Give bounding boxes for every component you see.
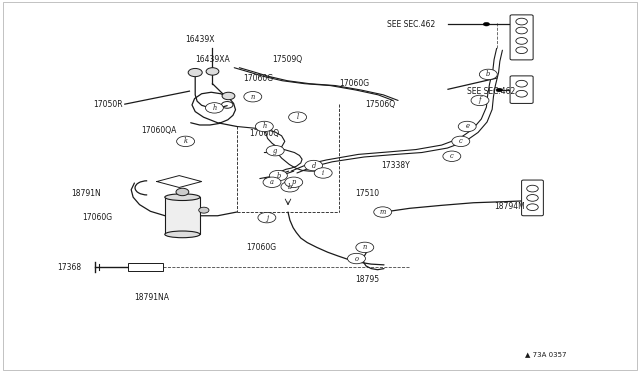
Circle shape bbox=[261, 125, 268, 128]
Text: g: g bbox=[273, 147, 277, 155]
Text: 18791NA: 18791NA bbox=[134, 293, 170, 302]
FancyBboxPatch shape bbox=[522, 180, 543, 216]
FancyBboxPatch shape bbox=[510, 15, 533, 60]
Circle shape bbox=[205, 103, 223, 113]
Circle shape bbox=[458, 121, 476, 132]
Text: a: a bbox=[270, 178, 274, 186]
Text: 18794M: 18794M bbox=[494, 202, 525, 211]
FancyBboxPatch shape bbox=[510, 76, 533, 103]
Text: c: c bbox=[459, 137, 463, 145]
Text: o: o bbox=[355, 254, 358, 263]
Circle shape bbox=[458, 140, 464, 143]
Text: 17050R: 17050R bbox=[93, 100, 122, 109]
Circle shape bbox=[477, 99, 483, 102]
Circle shape bbox=[188, 68, 202, 77]
Circle shape bbox=[285, 177, 303, 187]
Text: 17368: 17368 bbox=[58, 263, 82, 272]
Circle shape bbox=[374, 207, 392, 217]
Text: f: f bbox=[479, 96, 481, 105]
Text: n: n bbox=[363, 243, 367, 251]
Text: 17060QA: 17060QA bbox=[141, 126, 176, 135]
Circle shape bbox=[222, 92, 235, 100]
Circle shape bbox=[479, 69, 497, 80]
Ellipse shape bbox=[165, 231, 200, 238]
Circle shape bbox=[176, 188, 189, 196]
Circle shape bbox=[266, 145, 284, 156]
Text: 17509Q: 17509Q bbox=[272, 55, 302, 64]
Circle shape bbox=[287, 185, 293, 189]
Circle shape bbox=[281, 182, 299, 192]
Circle shape bbox=[381, 210, 387, 214]
Text: 17060Q: 17060Q bbox=[250, 129, 280, 138]
Text: b: b bbox=[288, 183, 292, 191]
Circle shape bbox=[289, 112, 307, 122]
Text: n: n bbox=[251, 93, 255, 101]
Text: ▲ 73A 0357: ▲ 73A 0357 bbox=[525, 351, 566, 357]
Circle shape bbox=[483, 22, 490, 26]
Text: e: e bbox=[465, 122, 469, 131]
Text: j: j bbox=[266, 214, 268, 222]
Text: 17060G: 17060G bbox=[243, 74, 273, 83]
Circle shape bbox=[348, 253, 365, 264]
Text: d: d bbox=[312, 161, 316, 170]
Circle shape bbox=[275, 174, 282, 177]
Circle shape bbox=[263, 177, 281, 187]
Text: 17338Y: 17338Y bbox=[381, 161, 410, 170]
Circle shape bbox=[310, 164, 317, 167]
Circle shape bbox=[356, 242, 374, 253]
Circle shape bbox=[314, 168, 332, 178]
Circle shape bbox=[255, 121, 273, 132]
Text: 17510: 17510 bbox=[355, 189, 380, 198]
Text: h: h bbox=[212, 104, 216, 112]
Circle shape bbox=[206, 68, 219, 75]
Text: SEE SEC.462: SEE SEC.462 bbox=[467, 87, 515, 96]
Circle shape bbox=[198, 207, 209, 213]
Circle shape bbox=[452, 136, 470, 147]
Text: 18795: 18795 bbox=[355, 275, 380, 284]
Text: k: k bbox=[184, 137, 188, 145]
Ellipse shape bbox=[165, 194, 200, 201]
Text: b: b bbox=[486, 70, 490, 78]
Text: c: c bbox=[450, 152, 454, 160]
Text: m: m bbox=[380, 208, 386, 216]
Text: h: h bbox=[262, 122, 266, 131]
Text: b: b bbox=[276, 171, 280, 180]
Text: 17060G: 17060G bbox=[82, 213, 112, 222]
Text: l: l bbox=[296, 113, 299, 121]
Text: 17506Q: 17506Q bbox=[365, 100, 395, 109]
Circle shape bbox=[471, 95, 489, 106]
Text: 17060G: 17060G bbox=[339, 79, 369, 88]
Bar bbox=[164, 197, 200, 234]
Bar bbox=[128, 263, 163, 271]
Circle shape bbox=[177, 136, 195, 147]
Text: 16439XA: 16439XA bbox=[195, 55, 230, 64]
Text: i: i bbox=[322, 169, 324, 177]
Text: 18791N: 18791N bbox=[72, 189, 101, 198]
Text: p: p bbox=[292, 178, 296, 186]
Circle shape bbox=[305, 160, 323, 171]
Text: SEE SEC.462: SEE SEC.462 bbox=[387, 20, 435, 29]
Text: 17060G: 17060G bbox=[246, 243, 276, 252]
Text: 16439X: 16439X bbox=[186, 35, 215, 44]
Circle shape bbox=[443, 151, 461, 161]
Circle shape bbox=[258, 212, 276, 223]
Circle shape bbox=[496, 88, 502, 92]
Circle shape bbox=[269, 170, 287, 181]
Circle shape bbox=[244, 92, 262, 102]
